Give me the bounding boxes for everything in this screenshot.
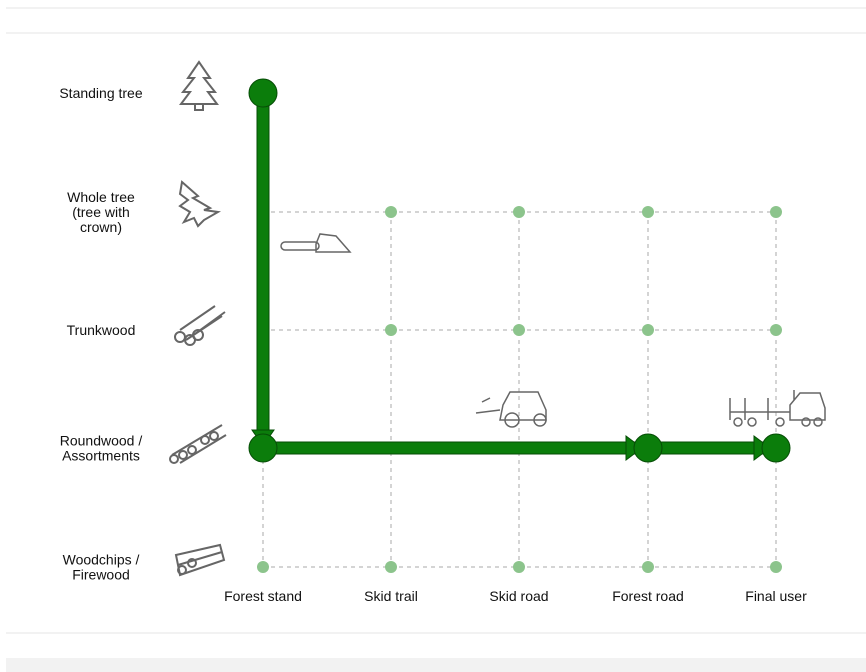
node (248, 433, 278, 463)
row-label: Whole tree (67, 189, 135, 205)
grid-node (385, 561, 397, 573)
node (633, 433, 663, 463)
grid-node (642, 324, 654, 336)
trunkwood-icon (174, 305, 226, 346)
skidder-icon (475, 391, 547, 428)
flow (248, 78, 791, 463)
row-label: Firewood (72, 567, 130, 583)
grid-node (385, 324, 397, 336)
column-label: Skid trail (364, 588, 418, 604)
grid-node (257, 561, 269, 573)
row-label: (tree with (72, 204, 130, 220)
grid (257, 206, 782, 573)
truck-icon (729, 390, 826, 427)
chainsaw-icon (280, 233, 352, 253)
row-label: crown) (80, 219, 122, 235)
flow-bar (262, 441, 777, 455)
woodchips-icon (174, 543, 226, 577)
grid-node (513, 324, 525, 336)
row-label: Roundwood / (60, 433, 143, 449)
flow-bar (256, 92, 270, 449)
roundwood-icon (169, 424, 227, 464)
column-label: Skid road (489, 588, 548, 604)
column-label: Forest stand (224, 588, 302, 604)
column-label: Final user (745, 588, 807, 604)
column-label: Forest road (612, 588, 684, 604)
row-label: Standing tree (59, 85, 142, 101)
row-label: Trunkwood (67, 322, 136, 338)
grid-node (513, 206, 525, 218)
grid-node (770, 206, 782, 218)
row-label: Assortments (62, 448, 140, 464)
grid-node (770, 561, 782, 573)
standing-tree-icon (179, 60, 219, 111)
grid-node (770, 324, 782, 336)
icons (169, 60, 826, 577)
grid-node (642, 206, 654, 218)
node (248, 78, 278, 108)
grid-node (642, 561, 654, 573)
row-label: Woodchips / (63, 552, 140, 568)
node (761, 433, 791, 463)
whole-tree-icon (178, 180, 222, 228)
footer-band (6, 658, 866, 672)
grid-node (513, 561, 525, 573)
grid-node (385, 206, 397, 218)
